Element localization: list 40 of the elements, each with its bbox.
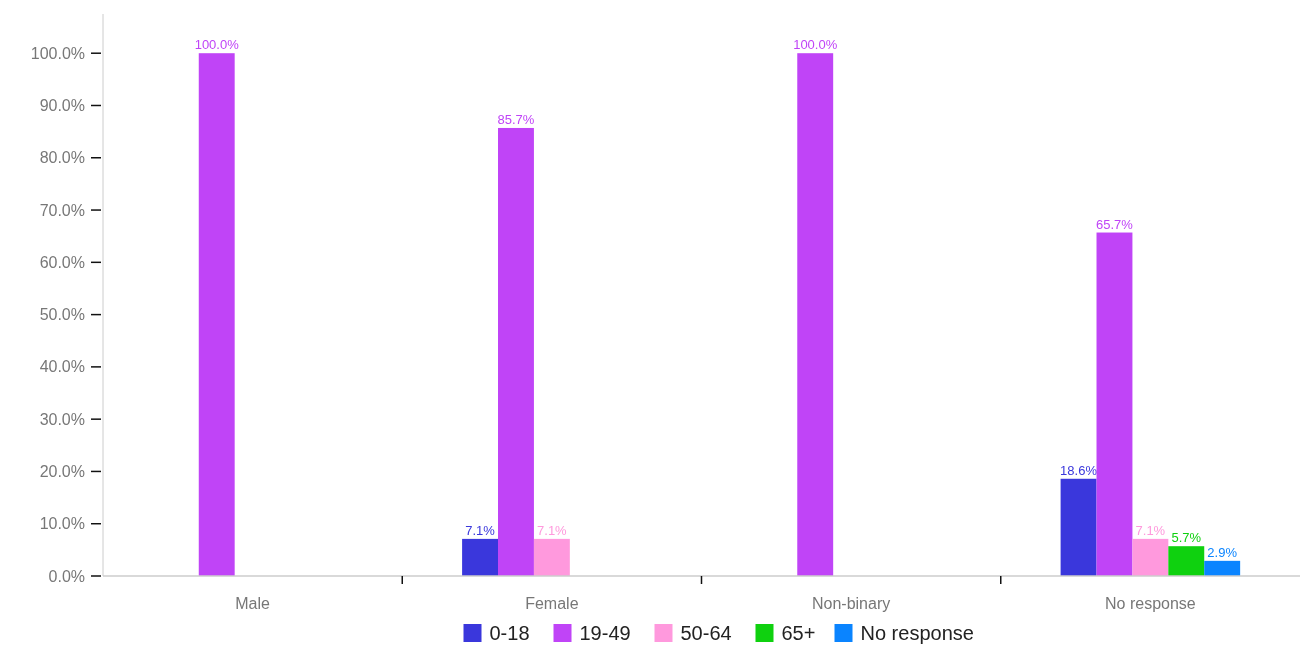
data-label: 7.1% [537, 522, 568, 538]
legend-label: 65+ [781, 622, 816, 644]
bar [797, 53, 834, 576]
bar [198, 53, 235, 576]
bar [1204, 560, 1241, 576]
legend-label: No response [860, 622, 974, 644]
x-tick-label: Female [525, 595, 579, 612]
data-label: 2.9% [1207, 544, 1238, 560]
legend-label: 50-64 [680, 622, 732, 644]
data-label: 100.0% [194, 37, 240, 53]
bar [1060, 478, 1097, 576]
y-tick-label: 70.0% [39, 201, 85, 219]
y-tick-label: 40.0% [39, 358, 85, 376]
y-tick-label: 0.0% [48, 567, 85, 585]
y-tick-label: 100.0% [30, 44, 85, 62]
bar [1096, 232, 1133, 576]
y-tick-label: 80.0% [39, 149, 85, 167]
y-tick-label: 10.0% [39, 515, 85, 533]
y-tick-label: 30.0% [39, 410, 85, 428]
bar [533, 538, 570, 576]
bar [1168, 546, 1205, 576]
data-label: 5.7% [1171, 530, 1202, 546]
data-label: 85.7% [497, 111, 535, 127]
x-tick-label: No response [1105, 595, 1196, 612]
data-label: 7.1% [1135, 522, 1166, 538]
x-tick-label: Non-binary [811, 595, 891, 612]
data-label: 65.7% [1096, 216, 1134, 232]
legend-label: 0-18 [489, 622, 530, 644]
bar [1132, 538, 1169, 576]
bar [498, 127, 534, 576]
bar [462, 538, 499, 576]
data-label: 18.6% [1060, 462, 1098, 478]
y-tick-label: 20.0% [39, 463, 85, 481]
y-tick-label: 90.0% [39, 97, 85, 115]
y-tick-label: 60.0% [39, 253, 85, 271]
data-label: 100.0% [793, 37, 838, 53]
data-label: 7.1% [465, 522, 496, 538]
legend-label: 19-49 [579, 622, 631, 644]
y-tick-label: 50.0% [39, 306, 85, 324]
x-tick-label: Male [235, 595, 271, 612]
